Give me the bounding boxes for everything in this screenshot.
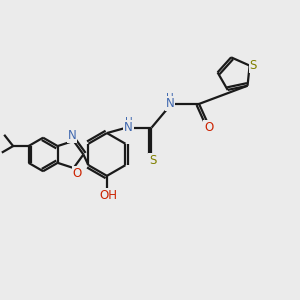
Text: H: H: [166, 93, 174, 103]
Text: N: N: [166, 98, 174, 110]
Text: O: O: [73, 167, 82, 180]
Text: O: O: [204, 121, 214, 134]
Text: H: H: [125, 117, 133, 127]
Text: OH: OH: [99, 189, 117, 202]
Text: S: S: [250, 59, 257, 72]
Text: N: N: [68, 129, 76, 142]
Text: S: S: [149, 154, 157, 167]
Text: N: N: [124, 121, 133, 134]
